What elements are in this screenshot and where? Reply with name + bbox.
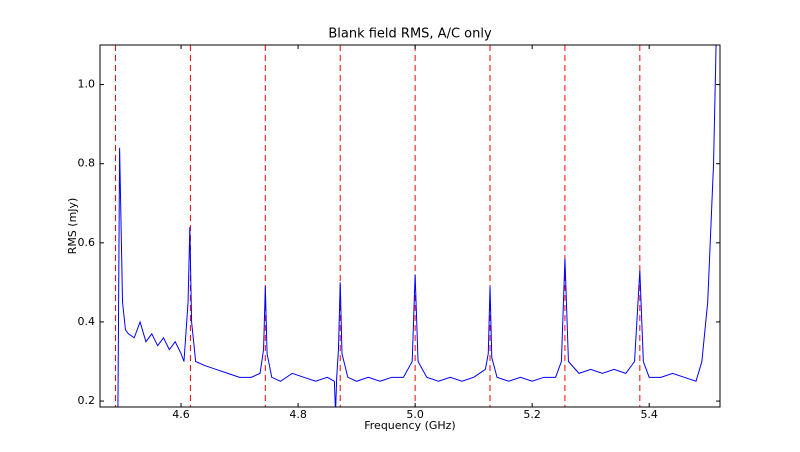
y-tick-label: 0.4 — [78, 315, 96, 328]
plot-frame — [99, 44, 721, 408]
x-tick-label: 5.4 — [640, 408, 658, 421]
x-tick-label: 5.0 — [406, 408, 424, 421]
data-line — [117, 45, 717, 407]
y-tick-label: 0.8 — [78, 157, 96, 170]
x-tick-label: 4.8 — [289, 408, 307, 421]
y-axis-label: RMS (mJy) — [66, 198, 79, 255]
x-tick-label: 4.6 — [172, 408, 190, 421]
x-tick-label: 5.2 — [523, 408, 541, 421]
y-tick-label: 1.0 — [78, 78, 96, 91]
chart-title: Blank field RMS, A/C only — [328, 27, 492, 42]
plot-area — [115, 45, 717, 407]
y-tick-label: 0.2 — [78, 394, 96, 407]
y-tick-label: 0.6 — [78, 236, 96, 249]
x-axis-label: Frequency (GHz) — [364, 419, 455, 432]
